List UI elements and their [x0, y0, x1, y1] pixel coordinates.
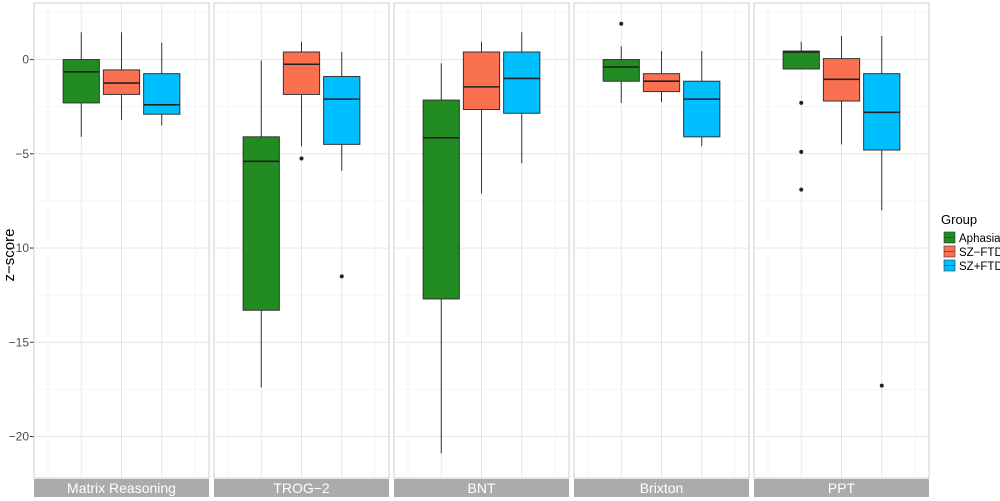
box-szplusftd: [503, 32, 541, 164]
iqr-box: [102, 69, 141, 95]
box-aphasia: [422, 63, 460, 454]
legend-title: Group: [941, 212, 977, 227]
facet-strip-label: Matrix Reasoning: [67, 480, 176, 496]
panel-trog-2: TROG−2: [213, 2, 390, 497]
outlier-point: [799, 149, 804, 154]
box-sz-ftd: [822, 35, 861, 145]
facet-strip: [214, 479, 389, 497]
legend-label: Aphasia: [959, 233, 1000, 245]
box-szplusftd: [143, 42, 181, 126]
box-aphasia: [242, 60, 280, 388]
outlier-point: [339, 274, 344, 279]
panel-bnt: BNT: [393, 2, 570, 497]
iqr-box: [683, 80, 721, 138]
box-aphasia: [602, 21, 640, 103]
iqr-box: [782, 50, 820, 70]
box-sz-ftd: [642, 51, 681, 102]
iqr-box: [323, 76, 361, 145]
iqr-box: [422, 99, 460, 300]
y-tick-label: −5: [15, 147, 29, 161]
box-aphasia: [62, 32, 100, 137]
facet-strip-label: BNT: [468, 480, 496, 496]
box-aphasia: [782, 41, 820, 192]
facet-panels: Matrix Reasoning TROG−2 BNT Brixton PPT: [33, 2, 930, 497]
legend-label: SZ−FTD: [959, 247, 1000, 259]
y-axis-ticks: 0 −5 −10 −15 −20: [9, 53, 34, 444]
outlier-point: [799, 100, 804, 105]
outlier-point: [619, 21, 624, 26]
iqr-box: [282, 51, 321, 95]
iqr-box: [642, 73, 681, 93]
y-tick-label: 0: [22, 53, 29, 67]
facet-strip-label: TROG−2: [273, 480, 330, 496]
y-tick-label: −15: [9, 335, 30, 349]
box-szplusftd: [683, 51, 721, 147]
legend-entry: Aphasia: [943, 231, 1000, 245]
panel-ppt: PPT: [753, 2, 930, 497]
y-axis-label: z−score: [1, 229, 18, 282]
facet-strip: [574, 479, 749, 497]
y-tick-label: −10: [9, 241, 30, 255]
outlier-point: [879, 383, 884, 388]
facet-strip: [394, 479, 569, 497]
facet-strip: [34, 479, 209, 497]
box-szplusftd: [863, 35, 901, 388]
y-tick-label: −20: [9, 430, 30, 444]
legend-label: SZ+FTD: [959, 261, 1000, 273]
panel-brixton: Brixton: [573, 2, 750, 497]
outlier-point: [299, 156, 304, 161]
iqr-box: [62, 59, 100, 104]
panel-matrix-reasoning: Matrix Reasoning: [33, 2, 210, 497]
iqr-box: [503, 51, 541, 114]
box-sz-ftd: [102, 32, 141, 120]
legend-entries: Aphasia SZ−FTD SZ+FTD: [943, 231, 1000, 273]
iqr-box: [602, 59, 640, 82]
facet-strip-label: Brixton: [640, 480, 684, 496]
box-sz-ftd: [282, 41, 321, 161]
legend: Group Aphasia SZ−FTD SZ+FTD: [941, 212, 1000, 273]
facet-strip-label: PPT: [828, 480, 856, 496]
outlier-point: [799, 187, 804, 192]
legend-entry: SZ+FTD: [943, 259, 1000, 273]
box-szplusftd: [323, 52, 361, 279]
iqr-box: [242, 136, 280, 311]
box-sz-ftd: [462, 41, 501, 194]
iqr-box: [462, 51, 501, 110]
legend-entry: SZ−FTD: [943, 245, 1000, 259]
iqr-box: [143, 73, 181, 115]
facet-strip: [754, 479, 929, 497]
